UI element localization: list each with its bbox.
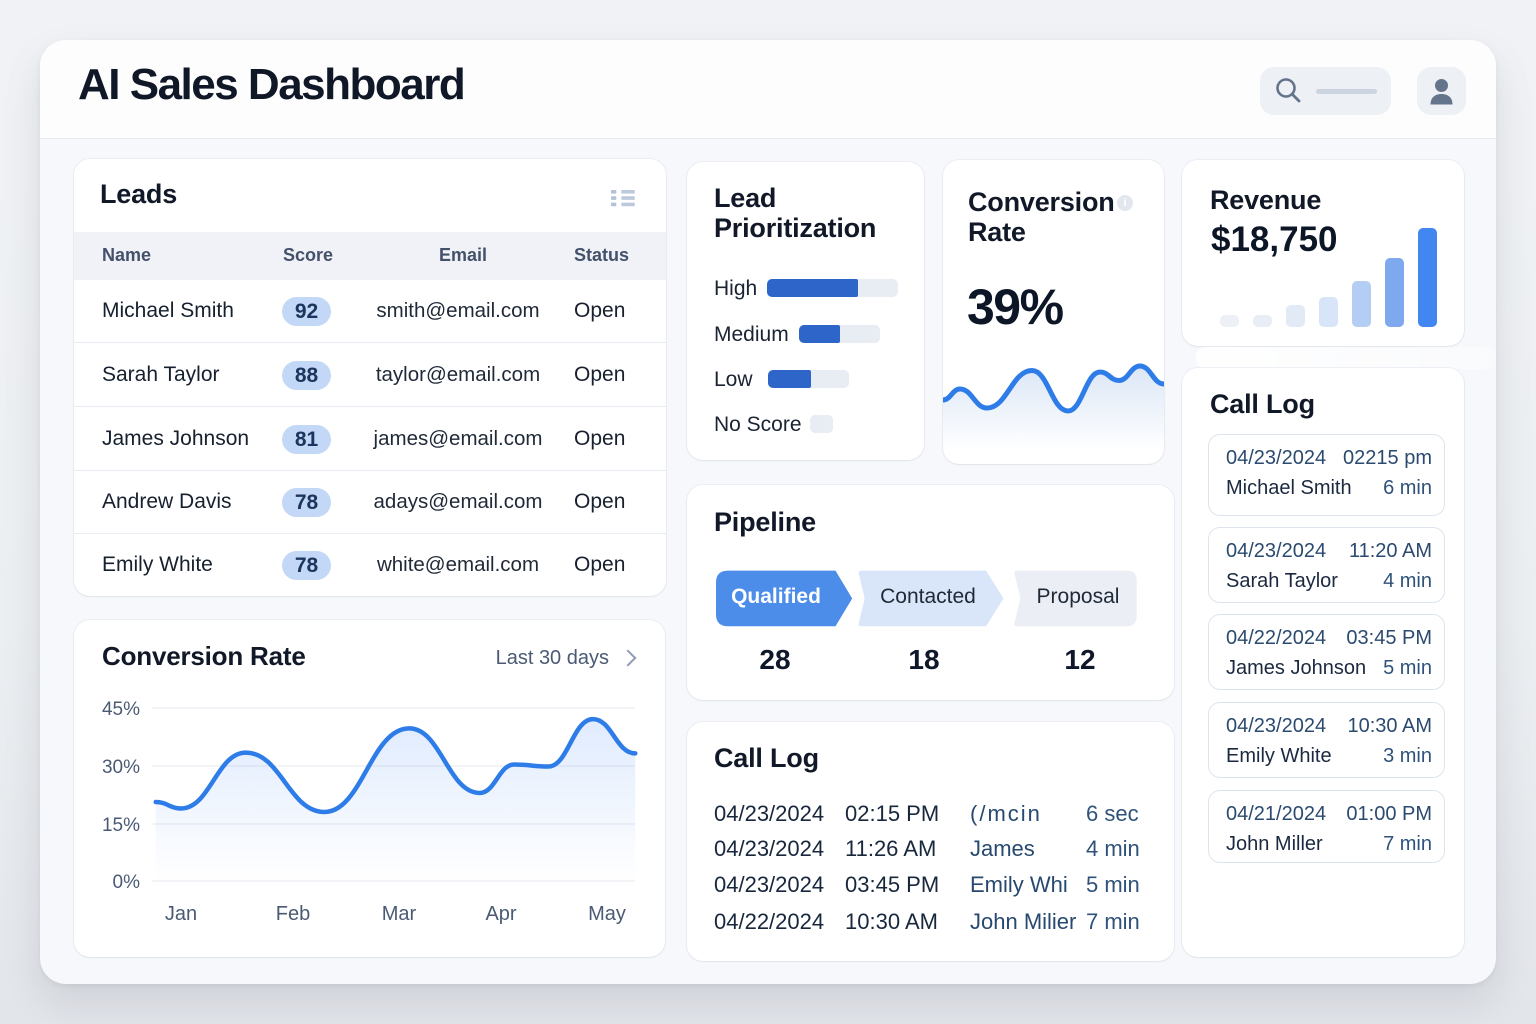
svg-text:Jan: Jan bbox=[165, 903, 197, 925]
svg-text:15%: 15% bbox=[102, 815, 140, 836]
svg-text:May: May bbox=[588, 903, 626, 925]
svg-text:30%: 30% bbox=[102, 757, 140, 778]
svg-text:45%: 45% bbox=[102, 699, 140, 720]
svg-text:Feb: Feb bbox=[276, 903, 310, 925]
svg-text:Mar: Mar bbox=[382, 903, 417, 925]
svg-text:0%: 0% bbox=[113, 872, 141, 893]
svg-text:Apr: Apr bbox=[485, 903, 516, 925]
